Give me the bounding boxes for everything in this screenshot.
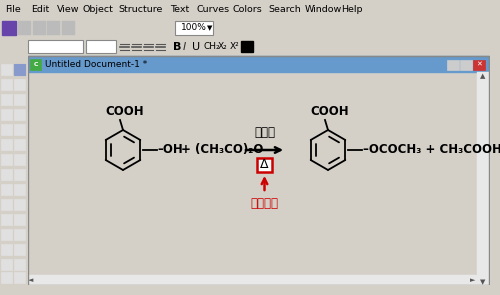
Bar xyxy=(1,214,12,225)
Text: Object: Object xyxy=(82,4,114,14)
Text: File: File xyxy=(5,4,21,14)
Text: ▼: ▼ xyxy=(480,279,486,285)
Bar xyxy=(14,229,25,240)
Bar xyxy=(1,199,12,210)
Bar xyxy=(1,79,12,90)
Bar xyxy=(30,59,41,70)
Bar xyxy=(1,169,12,180)
Bar xyxy=(14,272,25,283)
Bar xyxy=(47,21,60,35)
Bar xyxy=(1,184,12,195)
Text: Help: Help xyxy=(341,4,362,14)
Bar xyxy=(62,21,75,35)
Text: View: View xyxy=(56,4,79,14)
Text: Structure: Structure xyxy=(118,4,163,14)
Text: Window: Window xyxy=(305,4,342,14)
Bar xyxy=(2,21,16,35)
Bar xyxy=(14,64,25,75)
Bar xyxy=(14,259,25,270)
Text: CH₂: CH₂ xyxy=(203,42,220,51)
Text: ▼: ▼ xyxy=(208,25,212,31)
FancyBboxPatch shape xyxy=(86,40,116,53)
Text: ►: ► xyxy=(470,277,476,283)
Bar xyxy=(14,244,25,255)
Text: Δ: Δ xyxy=(260,158,269,171)
Text: Text: Text xyxy=(170,4,190,14)
Text: X₂: X₂ xyxy=(218,42,228,51)
Text: Curves: Curves xyxy=(196,4,230,14)
Bar xyxy=(14,169,25,180)
Text: + (CH₃CO)₂O: + (CH₃CO)₂O xyxy=(181,143,264,157)
Bar xyxy=(14,214,25,225)
Bar xyxy=(33,21,46,35)
Bar xyxy=(14,139,25,150)
Text: X²: X² xyxy=(230,42,240,51)
Text: U: U xyxy=(192,42,200,52)
Text: I: I xyxy=(183,42,186,52)
Text: ◄: ◄ xyxy=(28,277,34,283)
Text: B: B xyxy=(173,42,182,52)
Bar xyxy=(14,109,25,120)
Bar xyxy=(28,275,477,285)
Bar xyxy=(447,60,459,70)
Bar xyxy=(14,154,25,165)
Bar xyxy=(1,94,12,105)
Bar xyxy=(257,158,272,172)
Bar xyxy=(14,94,25,105)
Bar xyxy=(1,154,12,165)
Text: ✕: ✕ xyxy=(476,62,482,68)
Bar xyxy=(14,79,25,90)
Text: Untitled Document-1 *: Untitled Document-1 * xyxy=(45,60,147,69)
Text: ▲: ▲ xyxy=(480,73,486,79)
Bar xyxy=(28,56,489,72)
Text: –OH: –OH xyxy=(157,143,183,157)
Bar xyxy=(1,272,12,283)
Bar xyxy=(14,199,25,210)
Text: 100%: 100% xyxy=(181,24,207,32)
Bar xyxy=(1,124,12,135)
Bar xyxy=(477,72,489,285)
Bar xyxy=(14,64,25,75)
Text: –OCOCH₃ + CH₃COOH: –OCOCH₃ + CH₃COOH xyxy=(363,143,500,157)
Text: 加热符号: 加热符号 xyxy=(250,197,278,210)
Bar xyxy=(1,244,12,255)
Text: Search: Search xyxy=(268,4,302,14)
Bar xyxy=(14,184,25,195)
Bar xyxy=(18,21,31,35)
Text: Edit: Edit xyxy=(31,4,49,14)
Text: 冰醒酸: 冰醒酸 xyxy=(254,126,275,139)
Bar xyxy=(460,60,472,70)
Text: Colors: Colors xyxy=(232,4,262,14)
FancyBboxPatch shape xyxy=(175,21,213,35)
Text: COOH: COOH xyxy=(310,106,348,119)
Bar xyxy=(1,64,12,75)
Bar xyxy=(1,109,12,120)
Bar xyxy=(241,41,253,52)
Text: COOH: COOH xyxy=(105,106,144,119)
Bar xyxy=(1,139,12,150)
Bar xyxy=(1,229,12,240)
Text: C: C xyxy=(33,62,38,67)
Bar xyxy=(14,124,25,135)
Bar xyxy=(473,60,485,70)
Bar xyxy=(1,259,12,270)
FancyBboxPatch shape xyxy=(28,40,83,53)
